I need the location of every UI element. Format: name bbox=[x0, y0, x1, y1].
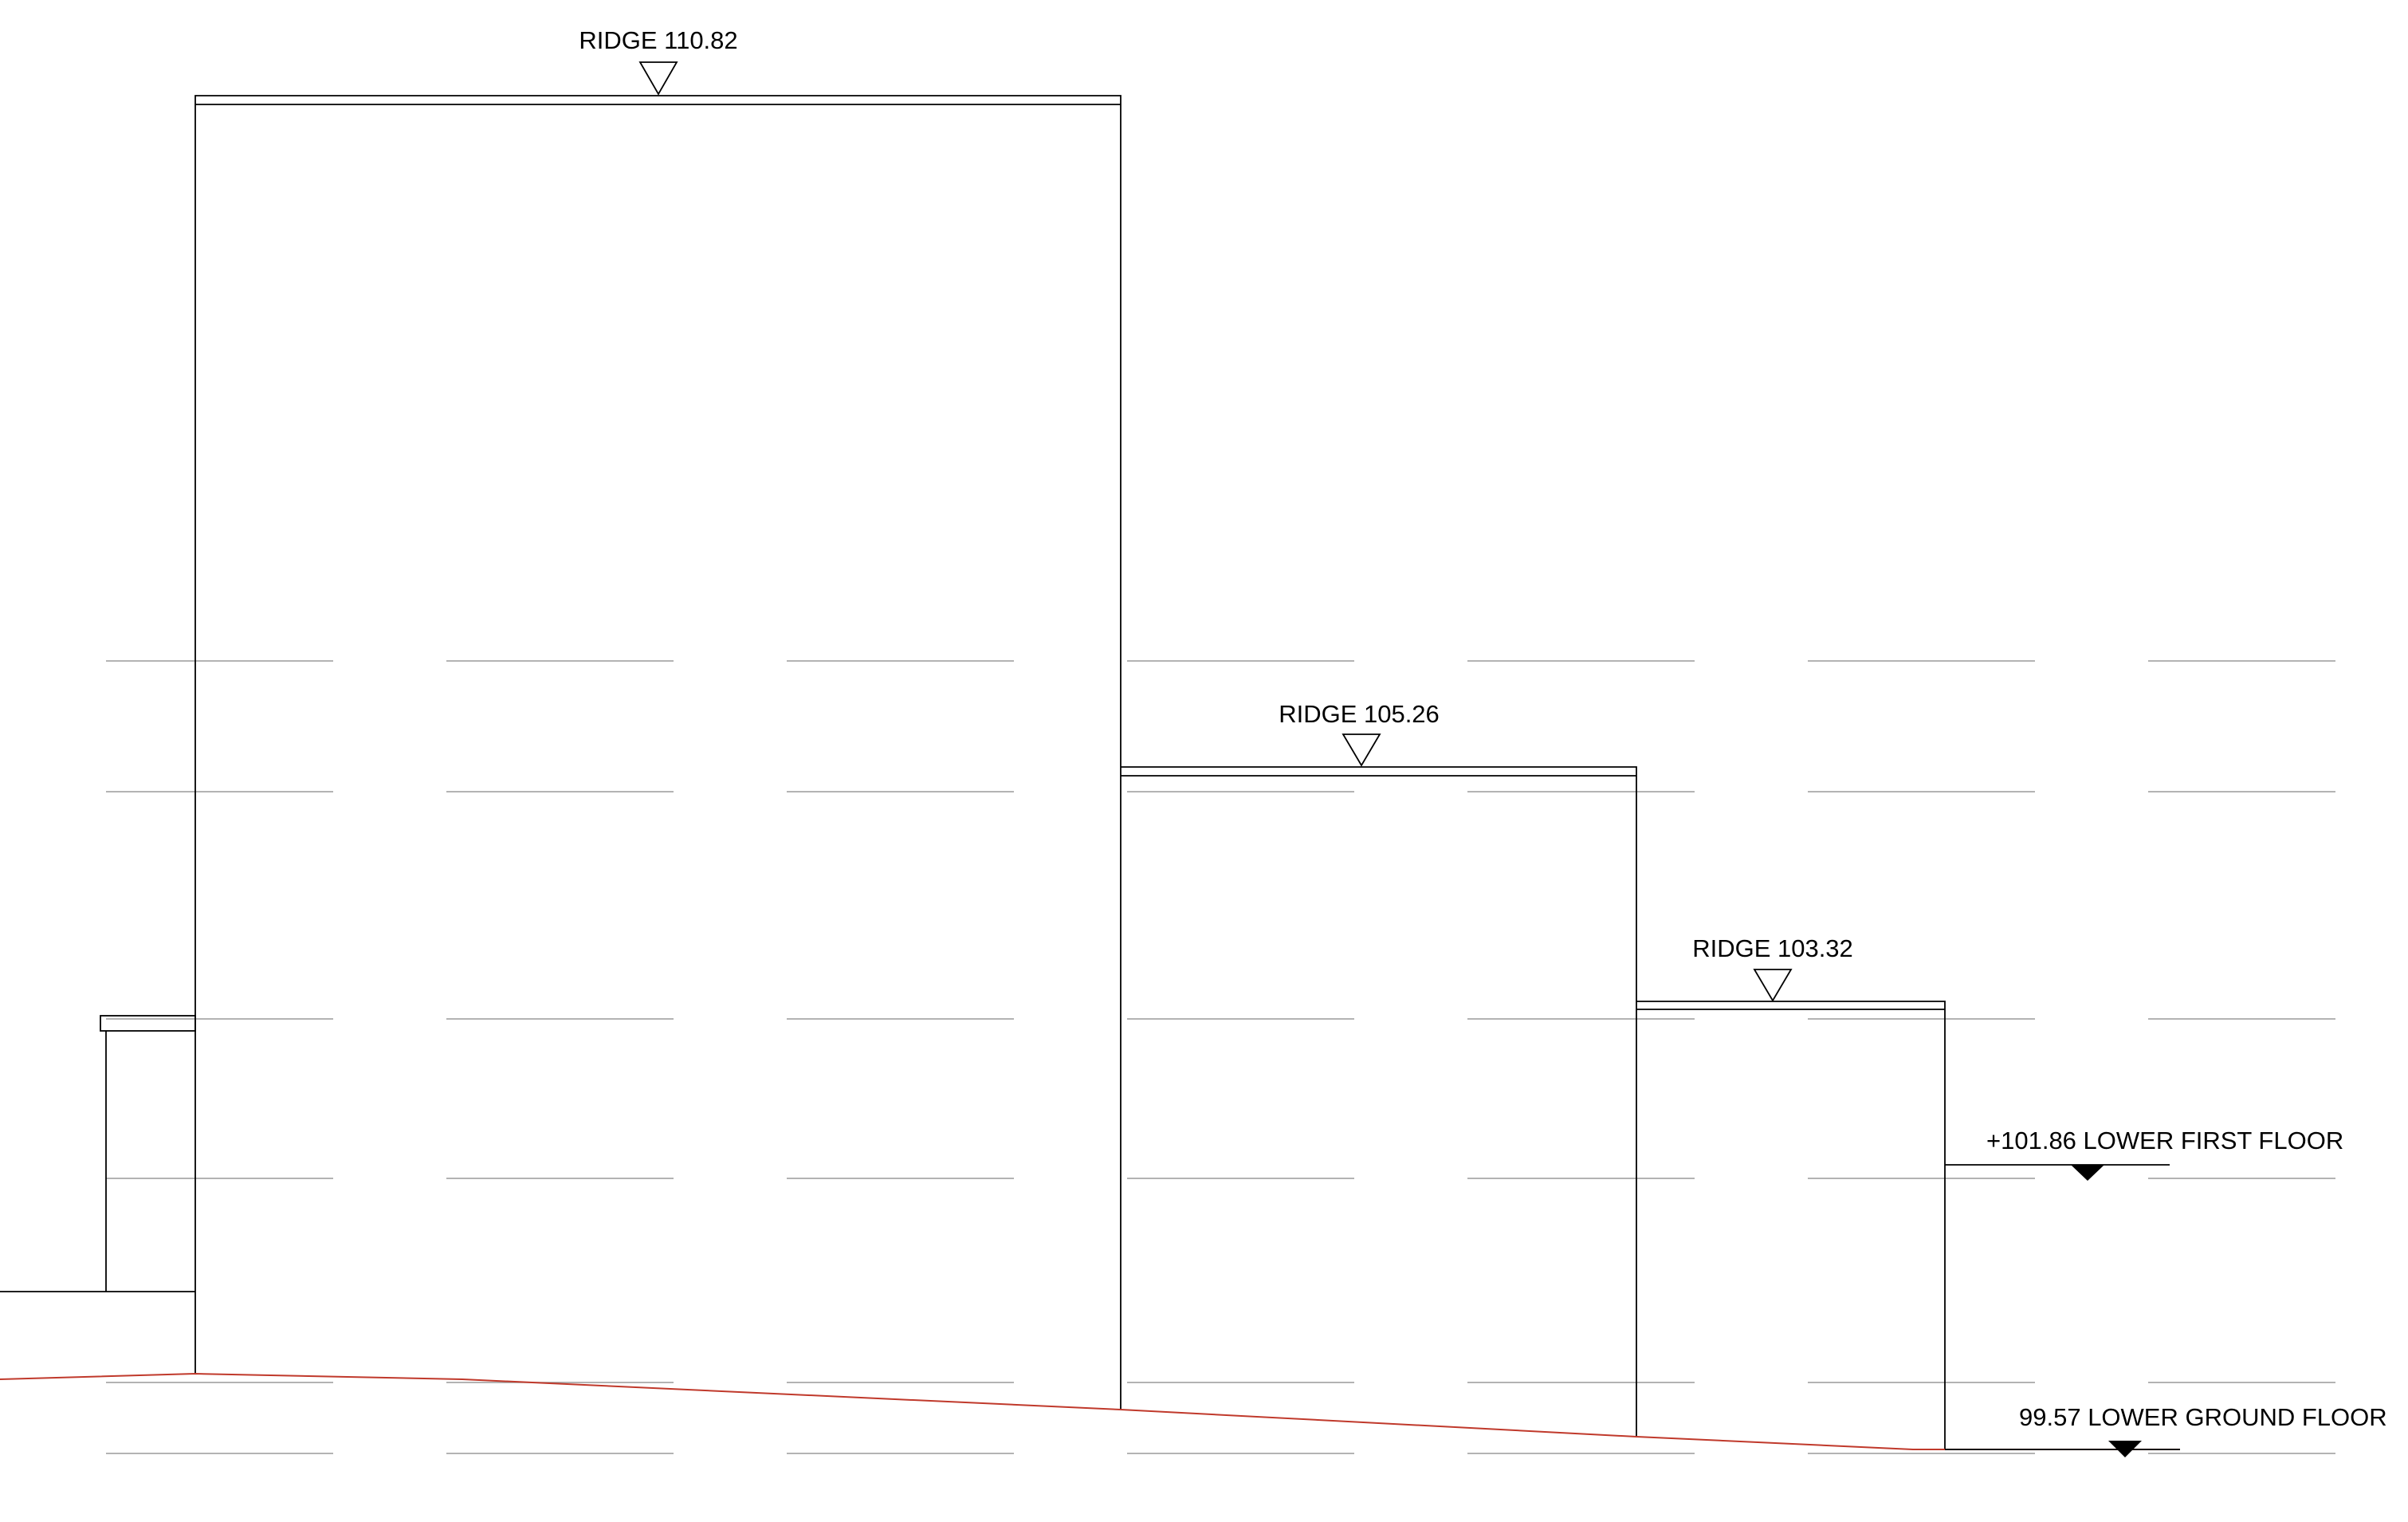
ridge-triangle-icon bbox=[638, 61, 678, 96]
ridge-marker-main: RIDGE 110.82 bbox=[579, 26, 738, 96]
main-block bbox=[194, 95, 1122, 1410]
main-block-outline bbox=[194, 95, 1122, 1410]
low-block-outline bbox=[1636, 1001, 1946, 1449]
left-annex bbox=[0, 1015, 196, 1292]
guide-lines bbox=[106, 660, 2335, 1454]
ground-profile-line bbox=[0, 1372, 2180, 1450]
ridge-triangle-icon bbox=[1341, 733, 1381, 767]
level-triangle-filled-icon bbox=[2108, 1441, 2142, 1457]
ridge-triangle-icon bbox=[1753, 969, 1793, 1002]
left-annex-coping bbox=[100, 1015, 196, 1032]
lower-ground-floor-marker: 99.57 LOWER GROUND FLOOR bbox=[1945, 1403, 2387, 1457]
ridge-marker-low: RIDGE 103.32 bbox=[1692, 934, 1853, 1002]
middle-block bbox=[1121, 766, 1637, 1437]
lower-first-floor-marker: +101.86 LOWER FIRST FLOOR bbox=[1945, 1127, 2343, 1181]
ridge-marker-middle: RIDGE 105.26 bbox=[1279, 700, 1440, 767]
ridge-main-label: RIDGE 110.82 bbox=[579, 26, 737, 54]
middle-block-outline bbox=[1121, 766, 1637, 1437]
ridge-middle-label: RIDGE 105.26 bbox=[1279, 700, 1440, 728]
low-block bbox=[1636, 1001, 1946, 1449]
level-triangle-filled-icon bbox=[2071, 1165, 2104, 1181]
lower-ground-floor-label: 99.57 LOWER GROUND FLOOR bbox=[2019, 1403, 2387, 1431]
lower-first-floor-label: +101.86 LOWER FIRST FLOOR bbox=[1986, 1127, 2343, 1154]
ridge-low-label: RIDGE 103.32 bbox=[1692, 934, 1853, 962]
